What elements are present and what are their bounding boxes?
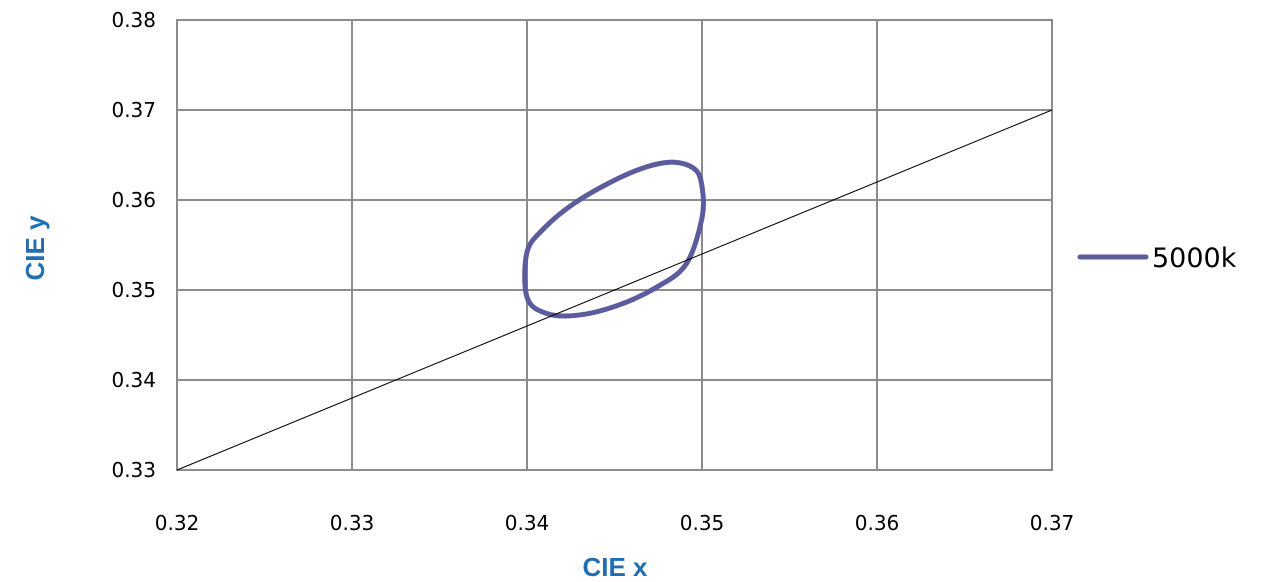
legend: 5000k	[1077, 243, 1237, 274]
x-tick-label: 0.36	[855, 511, 900, 535]
y-tick-label: 0.37	[111, 98, 156, 122]
x-tick-label: 0.33	[330, 511, 375, 535]
y-tick-label: 0.36	[111, 188, 156, 212]
x-tick-label: 0.34	[505, 511, 550, 535]
x-tick-label: 0.37	[1030, 511, 1075, 535]
y-tick-label: 0.33	[111, 458, 156, 482]
y-axis-title: CIE y	[20, 215, 50, 281]
x-axis-title: CIE x	[582, 552, 648, 582]
x-tick-label: 0.32	[155, 511, 200, 535]
planckian-locus-line	[176, 109, 1053, 471]
y-tick-label: 0.34	[111, 368, 156, 392]
y-tick-label: 0.35	[111, 278, 156, 302]
legend-label-5000k: 5000k	[1152, 243, 1237, 274]
plot-border	[176, 19, 1053, 471]
y-tick-labels: 0.33 0.34 0.35 0.36 0.37 0.38	[111, 8, 156, 482]
grid	[177, 20, 1052, 470]
y-tick-label: 0.38	[111, 8, 156, 32]
series-5000k	[522, 159, 706, 319]
plot-area	[176, 19, 1053, 471]
x-tick-label: 0.35	[680, 511, 725, 535]
series-layer	[176, 109, 1053, 471]
x-tick-labels: 0.32 0.33 0.34 0.35 0.36 0.37	[155, 511, 1075, 535]
